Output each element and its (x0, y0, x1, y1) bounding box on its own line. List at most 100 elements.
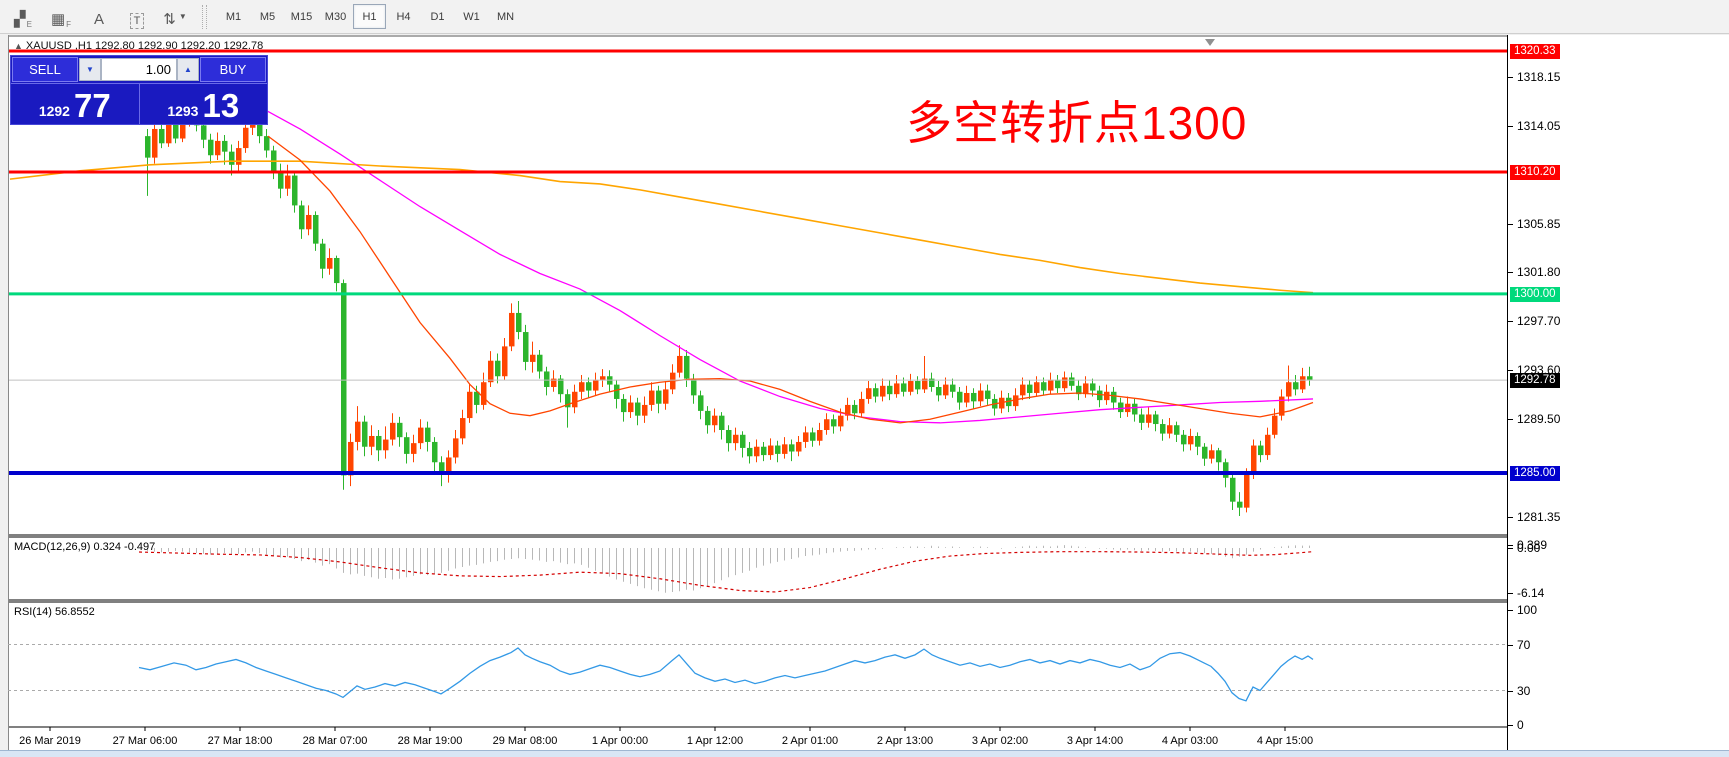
candle-body (859, 398, 865, 414)
cursor-tool-icon[interactable]: ⇅ ▼ (163, 10, 187, 28)
time-axis-label: 28 Mar 07:00 (303, 735, 368, 747)
axis-tick-dash (1508, 370, 1513, 372)
candle-body (838, 415, 844, 427)
expert-advisor-icon[interactable]: ▞ E (14, 10, 32, 29)
chart-canvas[interactable]: MACD(12,26,9) 0.324 -0.497 RSI(14) 56.855… (8, 35, 1507, 750)
candle-body (950, 384, 956, 392)
volume-input[interactable] (101, 58, 177, 81)
sell-price-display[interactable]: 1292 77 (11, 84, 140, 124)
candle-body (586, 382, 592, 391)
timeframe-button-m15[interactable]: M15 (290, 10, 313, 23)
candle-body (1062, 377, 1068, 389)
candle-body (796, 441, 802, 452)
candle-body (1104, 391, 1110, 401)
candle-body (579, 382, 585, 392)
timeframe-button-w1[interactable]: W1 (463, 10, 480, 23)
candle-body (432, 441, 438, 463)
rsi-axis-label: 70 (1517, 637, 1531, 652)
candle-body (180, 119, 186, 139)
axis-tick-dash (1508, 548, 1513, 549)
candle-body (313, 214, 319, 244)
sell-button[interactable]: SELL (12, 57, 78, 82)
ma-mid-magenta (264, 109, 1314, 424)
candle-body (1265, 434, 1271, 456)
candle-body (1195, 435, 1201, 447)
macd-axis-label: -6.14 (1517, 585, 1545, 600)
timeframe-button-h4[interactable]: H4 (396, 10, 411, 23)
candle-body (600, 376, 606, 380)
candle-body (1251, 445, 1257, 475)
candle-body (558, 378, 564, 395)
candle-body (978, 390, 984, 402)
candle-body (929, 378, 935, 387)
candle-body (292, 175, 298, 206)
timeframe-button-h1[interactable]: H1 (353, 4, 386, 29)
timeframe-button-m1[interactable]: M1 (225, 10, 242, 23)
time-axis-label: 4 Apr 15:00 (1257, 735, 1313, 747)
candle-body (719, 415, 725, 431)
candle-body (565, 394, 571, 408)
one-click-trade-panel: SELL ▼ ▲ BUY 1292 77 1293 13 (10, 55, 268, 125)
time-axis-label: 1 Apr 12:00 (687, 735, 743, 747)
candle-body (355, 421, 361, 442)
axis-tick-dash (1508, 321, 1513, 323)
candle-body (439, 462, 445, 475)
candle-body (1202, 446, 1208, 459)
volume-increase-button[interactable]: ▲ (177, 58, 199, 81)
candle-body (320, 243, 326, 269)
axis-tick-dash (1508, 545, 1513, 547)
candle-body (642, 404, 648, 416)
symbol-ohlc-text: XAUUSD ,H1 1292.80 1292.90 1292.20 1292.… (25, 40, 264, 52)
toolbar-separator (202, 4, 207, 29)
candle-body (397, 422, 403, 438)
candle-body (467, 391, 473, 419)
volume-decrease-button[interactable]: ▼ (79, 58, 101, 81)
candle-body (684, 355, 690, 379)
candle-body (803, 432, 809, 442)
timeframe-button-d1[interactable]: D1 (430, 10, 445, 23)
buy-price-display[interactable]: 1293 13 (140, 84, 268, 124)
candle-body (376, 435, 382, 451)
candle-body (1020, 384, 1026, 396)
candle-body (222, 140, 228, 152)
price-axis[interactable]: 1318.15 1314.05 1305.85 1301.80 1297.70 1293.… (1507, 35, 1729, 750)
timeframe-buttons: M1 M5 M15 M30 H1 H4 D1 W1 MN (217, 4, 523, 29)
candle-body (1153, 414, 1159, 425)
font-icon[interactable]: A (93, 10, 104, 28)
candle-body (1209, 450, 1215, 459)
candle-body (159, 128, 165, 144)
candle-body (516, 312, 522, 333)
time-axis-label: 29 Mar 08:00 (493, 735, 558, 747)
candle-body (901, 383, 907, 392)
candle-body (964, 392, 970, 403)
timeframe-button-mn[interactable]: MN (496, 10, 515, 23)
collapse-arrow-icon[interactable]: ▲ (14, 41, 23, 51)
candle-body (971, 392, 977, 402)
timeframe-button-m30[interactable]: M30 (324, 10, 347, 23)
timeframe-button-m5[interactable]: M5 (259, 10, 276, 23)
price-tick-label: 1318.15 (1517, 70, 1561, 84)
candle-body (390, 422, 396, 440)
candle-body (880, 385, 886, 397)
candle-body (635, 402, 641, 416)
candle-body (495, 360, 501, 377)
buy-button[interactable]: BUY (200, 57, 266, 82)
candle-body (740, 434, 746, 448)
candle-body (1006, 397, 1012, 407)
time-axis-label: 27 Mar 18:00 (208, 735, 273, 747)
candle-body (922, 378, 928, 390)
symbol-title: ▲ XAUUSD ,H1 1292.80 1292.90 1292.20 1292… (14, 40, 263, 52)
toolbar-tools: ▞ E ▦ F A T ⇅ ▼ (8, 4, 198, 30)
text-label-icon[interactable]: T (122, 4, 152, 30)
candle-body (1286, 382, 1292, 397)
candle-body (936, 386, 942, 396)
candle-body (544, 371, 550, 387)
candle-body (845, 404, 851, 416)
buy-price-big: 13 (202, 87, 240, 124)
candle-body (1174, 425, 1180, 435)
candle-body (677, 355, 683, 373)
axis-tick-dash (1508, 725, 1513, 726)
grid-icon[interactable]: ▦ F (50, 10, 72, 29)
candle-body (369, 435, 375, 447)
axis-tick-dash (1508, 592, 1513, 594)
